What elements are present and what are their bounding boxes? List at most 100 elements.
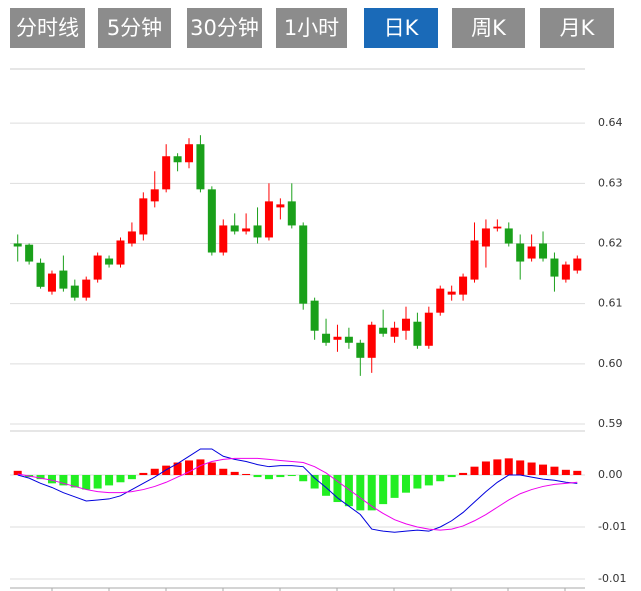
y-tick-label: 0.61: [598, 297, 623, 310]
y-tick-label: 0.63: [598, 176, 623, 189]
macd-bar: [550, 466, 559, 475]
candle-body: [127, 231, 136, 244]
candle-body: [13, 243, 22, 247]
y-tick-label: 0.60: [598, 357, 623, 370]
candle-body: [493, 226, 502, 229]
candle-body: [481, 228, 490, 247]
tab[interactable]: 日K: [364, 8, 438, 48]
macd-bar: [127, 475, 136, 480]
macd-bar: [447, 475, 456, 478]
macd-bar: [13, 470, 22, 475]
tab[interactable]: 30分钟: [187, 8, 262, 48]
macd-bar: [481, 461, 490, 475]
macd-bar: [401, 475, 410, 493]
macd-bar: [59, 475, 68, 486]
candle-body: [82, 279, 91, 298]
candle-body: [264, 201, 273, 238]
candle-body: [413, 321, 422, 346]
macd-line: [17, 457, 578, 531]
tab[interactable]: 1小时: [276, 8, 347, 48]
macd-bar: [185, 460, 194, 475]
candle-body: [116, 240, 125, 265]
macd-bar: [333, 475, 342, 503]
macd-bar: [242, 473, 251, 475]
macd-bar: [116, 475, 125, 483]
macd-bar: [207, 462, 216, 475]
y-tick-label: 0.00: [598, 468, 623, 481]
y-tick-label: 0.62: [598, 236, 623, 249]
y-tick-label: -0.01: [598, 572, 626, 585]
candle-body: [287, 201, 296, 226]
macd-bar: [36, 475, 45, 480]
macd-bar: [436, 475, 445, 482]
candle-body: [139, 198, 148, 235]
candle-body: [25, 244, 34, 262]
candle-body: [310, 300, 319, 331]
macd-bar: [470, 466, 479, 475]
macd-bar: [310, 475, 319, 489]
candle-body: [356, 342, 365, 358]
candle-body: [230, 225, 239, 232]
macd-bar: [173, 462, 182, 475]
candle-body: [447, 291, 456, 295]
tab[interactable]: 5分钟: [98, 8, 171, 48]
macd-bar: [82, 475, 91, 490]
candle-body: [550, 258, 559, 277]
macd-bar: [516, 460, 525, 475]
macd-bar: [230, 471, 239, 475]
tab[interactable]: 周K: [452, 8, 525, 48]
tab[interactable]: 分时线: [10, 8, 85, 48]
candle-body: [150, 189, 159, 202]
candle-body: [47, 273, 56, 292]
candle-body: [459, 276, 468, 295]
candle-body: [436, 288, 445, 313]
candle-body: [253, 225, 262, 238]
candle-body: [196, 144, 205, 190]
macd-bar: [573, 470, 582, 475]
macd-bar: [253, 475, 262, 478]
candle-body: [299, 225, 308, 304]
macd-bar: [356, 475, 365, 511]
macd-bar: [424, 475, 433, 486]
macd-bar: [504, 458, 513, 475]
y-tick-label: -0.01: [598, 520, 626, 533]
candle-body: [242, 228, 251, 232]
macd-bar: [219, 468, 228, 475]
macd-bar: [299, 475, 308, 482]
candle-body: [379, 327, 388, 334]
candle-body: [470, 240, 479, 280]
candle-body: [561, 264, 570, 280]
macd-bar: [287, 475, 296, 477]
candle-body: [527, 246, 536, 259]
macd-bar: [561, 469, 570, 475]
macd-bar: [459, 472, 468, 475]
macd-bar: [527, 462, 536, 475]
macd-bar: [390, 475, 399, 498]
macd-bar: [539, 464, 548, 475]
candle-body: [185, 144, 194, 163]
candle-body: [276, 204, 285, 208]
macd-bar: [93, 475, 102, 489]
macd-bar: [105, 475, 114, 486]
candle-body: [93, 255, 102, 280]
candle-body: [36, 262, 45, 287]
macd-bar: [344, 475, 353, 507]
macd-bar: [276, 475, 285, 478]
candle-body: [344, 336, 353, 343]
macd-bar: [70, 475, 79, 488]
candle-body: [173, 156, 182, 163]
macd-bar: [322, 475, 331, 496]
candle-body: [367, 324, 376, 358]
y-tick-label: 0.64: [598, 116, 623, 129]
candle-body: [333, 336, 342, 340]
macd-bar: [379, 475, 388, 505]
macd-bar: [367, 475, 376, 511]
candle-body: [390, 327, 399, 337]
tab[interactable]: 月K: [540, 8, 614, 48]
macd-bar: [493, 459, 502, 475]
candle-body: [59, 270, 68, 289]
y-tick-label: 0.59: [598, 417, 623, 430]
candle-body: [70, 285, 79, 298]
